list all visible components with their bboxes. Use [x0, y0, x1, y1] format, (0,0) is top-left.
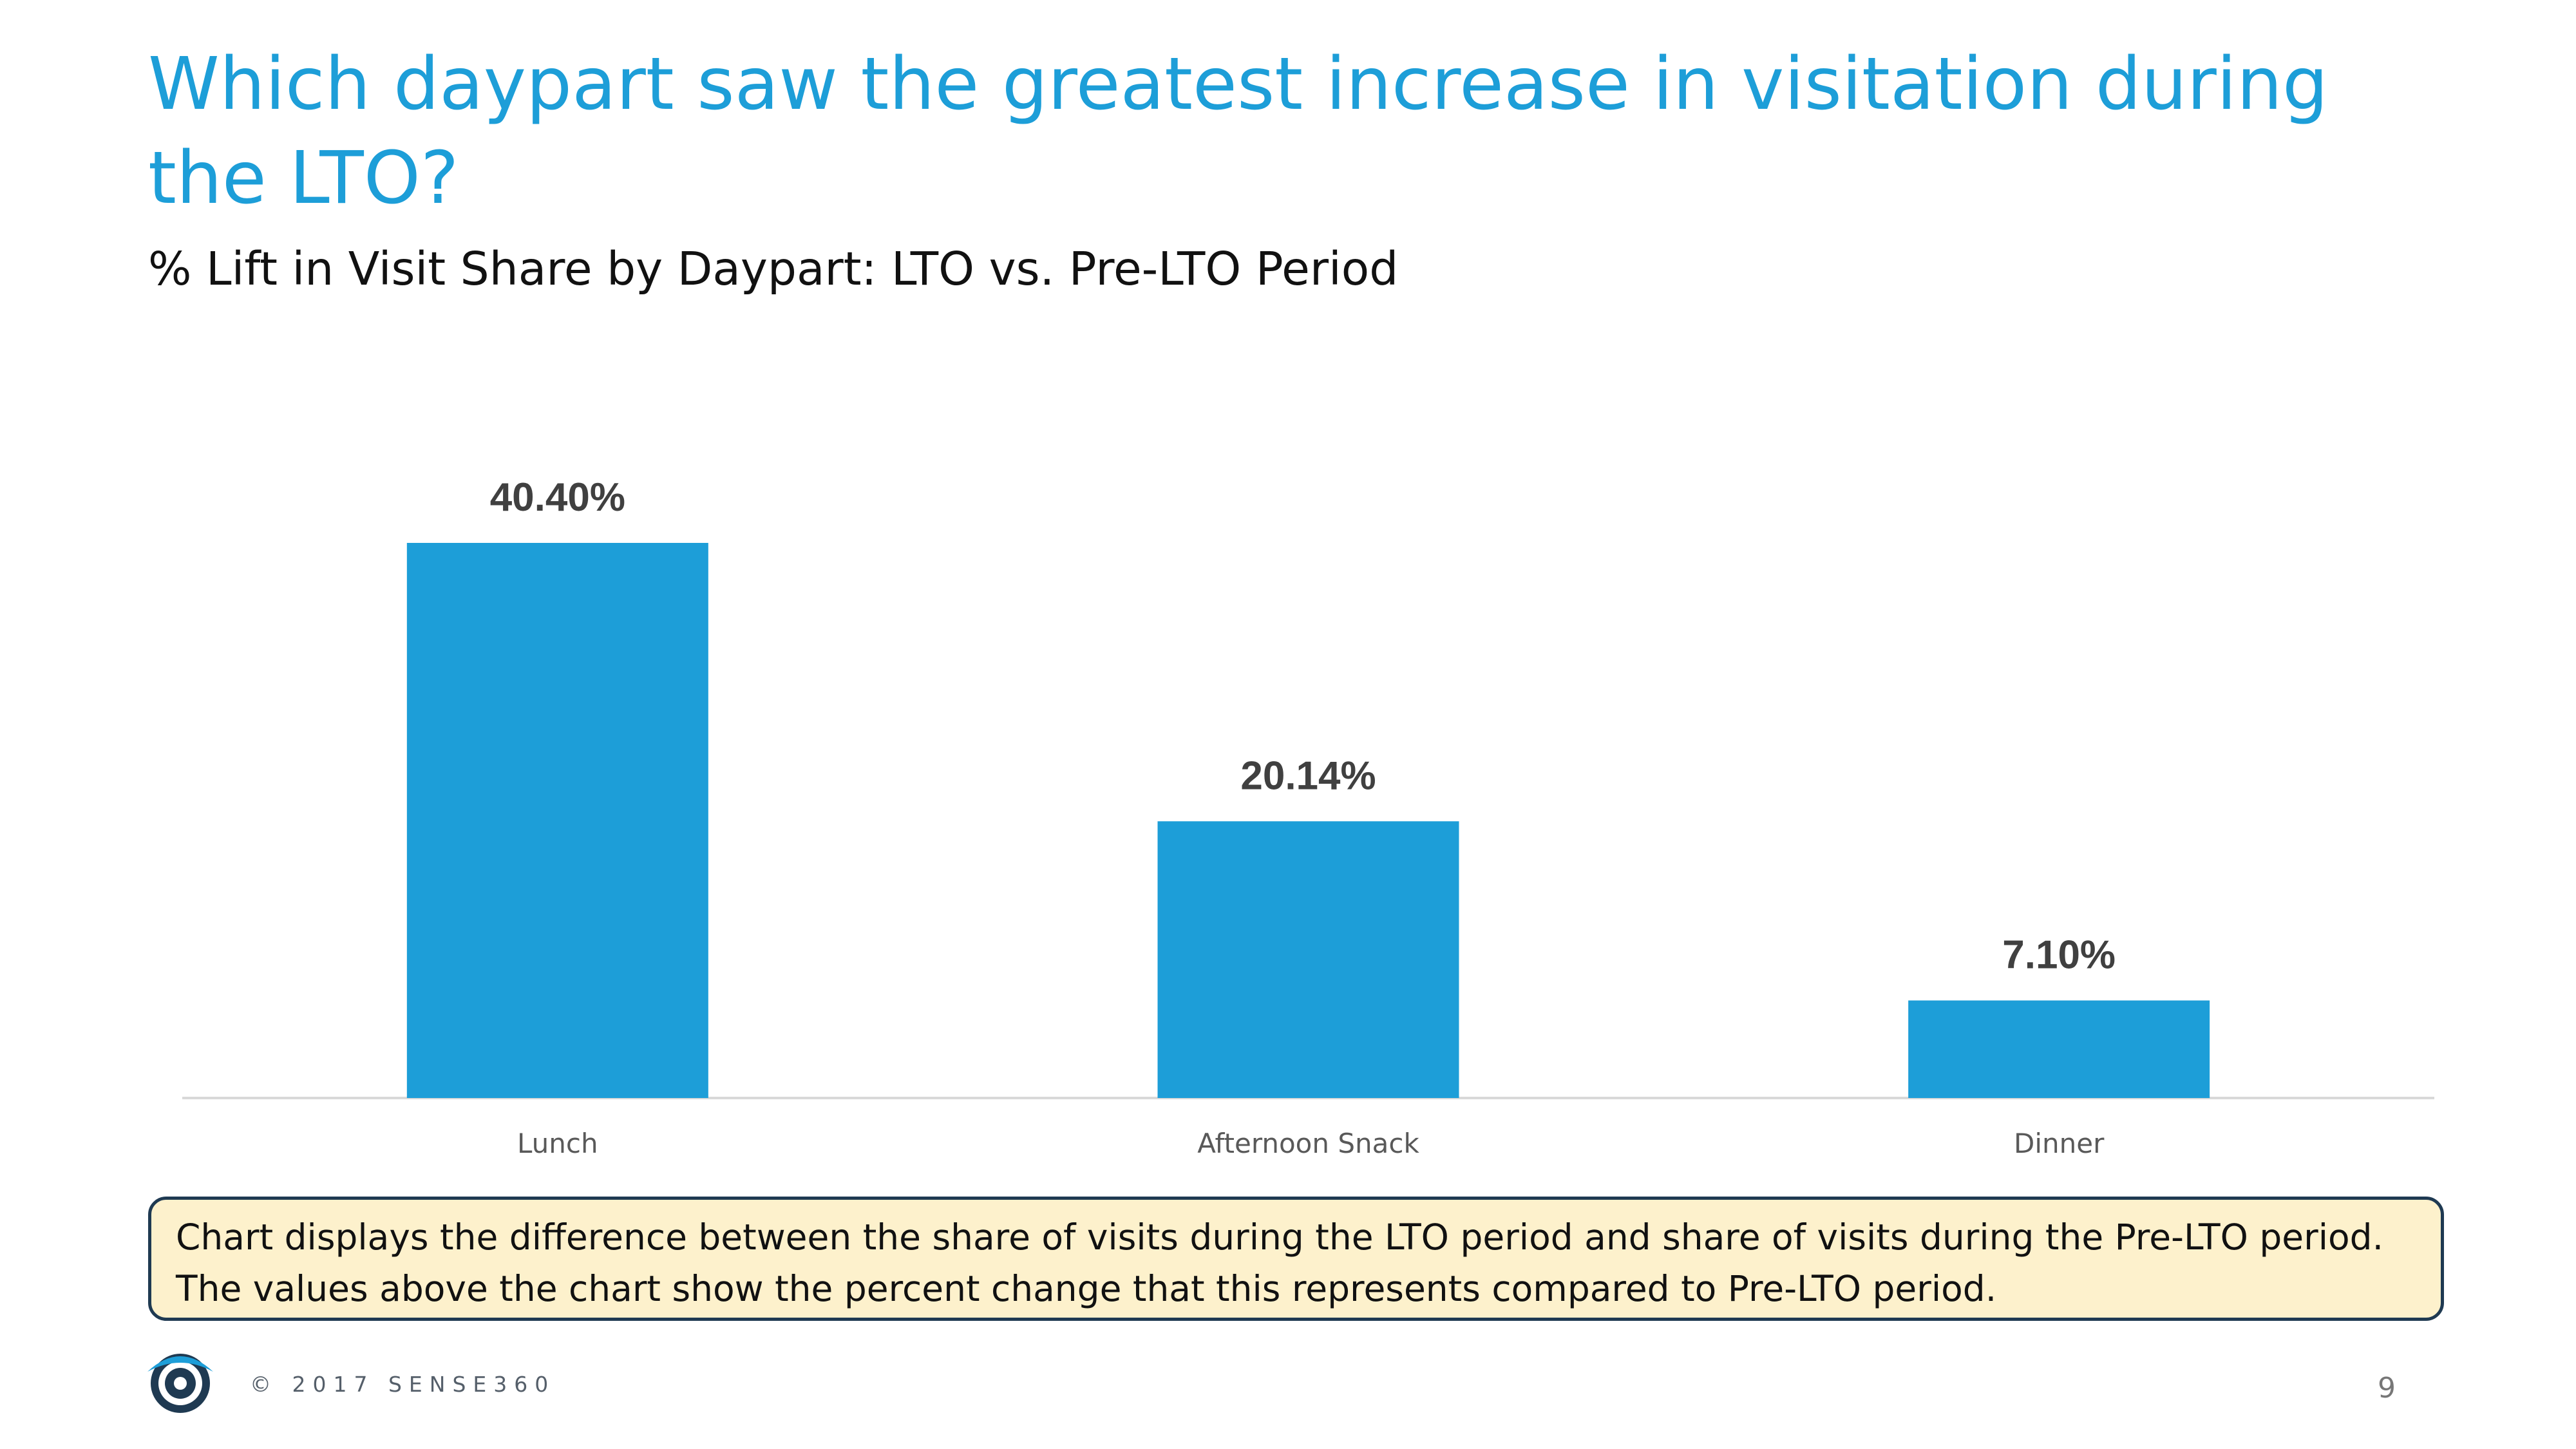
bar	[1157, 821, 1459, 1098]
data-label: 20.14%	[1240, 753, 1376, 798]
copyright-text: © 2017 SENSE360	[250, 1372, 556, 1397]
note-line: Chart displays the difference between th…	[176, 1217, 2384, 1258]
bar-chart: 40.40% Lunch 20.14% Afternoon Snack 7.10% Din…	[182, 475, 2434, 1159]
page-number: 9	[2378, 1372, 2396, 1405]
data-label: 40.40%	[490, 475, 625, 520]
x-tick-label: Lunch	[517, 1128, 598, 1159]
bar	[406, 543, 708, 1098]
x-tick-label: Afternoon Snack	[1197, 1128, 1419, 1159]
x-tick-label: Dinner	[2014, 1128, 2105, 1159]
sense360-eye-logo-icon	[147, 1354, 213, 1413]
data-label: 7.10%	[2002, 933, 2116, 978]
bar	[1908, 1000, 2210, 1098]
note-line: The values above the chart show the perc…	[176, 1268, 1997, 1309]
slide-title: Which daypart saw the greatest increase …	[148, 43, 2329, 220]
chart-note-box: Chart displays the difference between th…	[148, 1197, 2444, 1321]
chart-subtitle: % Lift in Visit Share by Daypart: LTO vs…	[148, 242, 1399, 296]
